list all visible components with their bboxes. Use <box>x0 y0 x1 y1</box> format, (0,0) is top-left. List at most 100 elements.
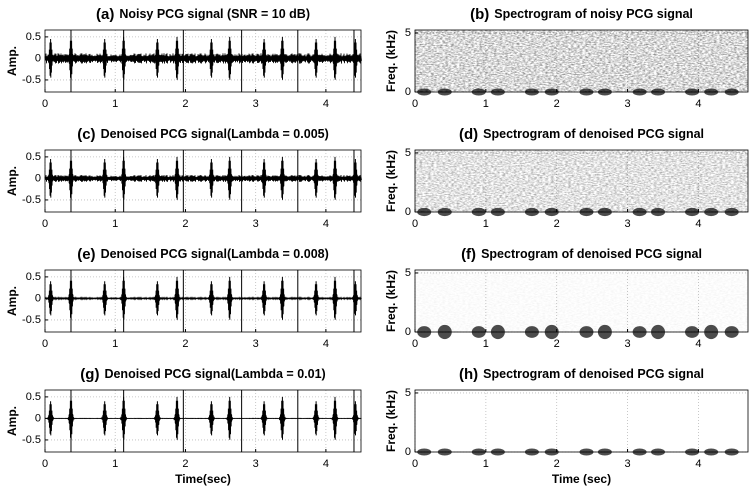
noise-band <box>44 296 362 301</box>
chart-title: (h) Spectrogram of denoised PCG signal <box>459 366 704 383</box>
x-tick-label: 0 <box>42 338 48 350</box>
heart-sound <box>153 38 161 78</box>
heart-sound <box>153 401 161 436</box>
axes-frame <box>414 149 749 213</box>
x-tick-label: 3 <box>624 218 630 230</box>
heart-sound <box>207 401 216 436</box>
heart-sound <box>207 38 216 78</box>
y-tick-label: 0 <box>35 52 41 64</box>
y-tick-label: 0 <box>405 86 411 98</box>
heart-sound <box>47 38 55 78</box>
x-tick-label: 4 <box>695 218 701 230</box>
heart-sound <box>226 156 234 200</box>
y-tick-label: 5 <box>405 147 411 159</box>
heart-sound <box>351 38 359 78</box>
y-axis-label: Freq. (kHz) <box>384 390 398 452</box>
x-tick-label: 1 <box>112 458 118 470</box>
x-tick-label: 3 <box>253 338 259 350</box>
x-tick-label: 3 <box>624 98 630 110</box>
title-text: Spectrogram of denoised PCG signal <box>481 247 702 261</box>
y-axis-label: Amp. <box>5 46 19 76</box>
y-tick-label: 0 <box>405 446 411 458</box>
y-tick-label: -0.5 <box>22 434 41 446</box>
noise-band <box>44 53 362 64</box>
x-tick-label: 3 <box>624 458 630 470</box>
x-tick-label: 4 <box>695 98 701 110</box>
title-text: Denoised PCG signal(Lambda = 0.01) <box>104 367 325 381</box>
y-tick-label: -0.5 <box>22 74 41 86</box>
x-tick-label: 2 <box>182 338 188 350</box>
chart-title: (e) Denoised PCG signal(Lambda = 0.008) <box>77 246 329 263</box>
heart-sound <box>278 36 286 80</box>
x-tick-label: 1 <box>483 98 489 110</box>
x-tick-label: 1 <box>483 338 489 350</box>
y-tick-label: 0.5 <box>26 31 41 43</box>
panel-label: (b) <box>470 6 489 23</box>
x-tick-label: 3 <box>624 338 630 350</box>
panel-label: (f) <box>461 246 476 263</box>
y-tick-label: 0 <box>405 206 411 218</box>
y-axis-label: Amp. <box>5 406 19 436</box>
heart-sound <box>260 401 268 436</box>
x-tick-label: 3 <box>253 218 259 230</box>
axes-frame <box>44 149 362 213</box>
plot-area <box>415 390 748 452</box>
chart-title: (b) Spectrogram of noisy PCG signal <box>470 6 693 23</box>
x-axis-label: Time(sec) <box>175 472 231 486</box>
x-tick-label: 0 <box>412 98 418 110</box>
plot-area <box>45 390 361 452</box>
plot-area <box>45 270 361 332</box>
x-tick-label: 3 <box>253 98 259 110</box>
title-text: Noisy PCG signal (SNR = 10 dB) <box>119 7 310 21</box>
heart-sound <box>331 36 339 80</box>
axes-frame <box>44 389 362 453</box>
axes-frame <box>44 269 362 333</box>
title-text: Spectrogram of denoised PCG signal <box>483 367 704 381</box>
heart-sound <box>153 158 161 198</box>
y-tick-label: -0.5 <box>22 194 41 206</box>
x-tick-label: 0 <box>412 218 418 230</box>
heart-sound <box>101 401 109 436</box>
panel-label: (a) <box>96 6 114 23</box>
x-tick-label: 4 <box>695 458 701 470</box>
heart-sound <box>351 158 359 198</box>
axes-frame <box>414 389 749 453</box>
heart-sound <box>47 401 55 436</box>
heart-sound <box>351 281 359 316</box>
heart-sound <box>312 158 320 198</box>
heart-sound <box>101 158 109 198</box>
panel-label: (d) <box>459 126 478 143</box>
axes-frame <box>44 29 362 93</box>
panel-label: (e) <box>77 246 95 263</box>
x-tick-label: 0 <box>412 458 418 470</box>
heart-sound <box>351 401 359 436</box>
title-text: Denoised PCG signal(Lambda = 0.005) <box>101 127 329 141</box>
x-tick-label: 0 <box>412 338 418 350</box>
heart-sound <box>312 401 320 436</box>
x-tick-label: 0 <box>42 458 48 470</box>
chart-title: (d) Spectrogram of denoised PCG signal <box>459 126 704 143</box>
x-tick-label: 4 <box>695 338 701 350</box>
noise-texture <box>415 150 748 212</box>
panel-label: (g) <box>80 366 99 383</box>
y-tick-label: 0 <box>35 172 41 184</box>
heart-sound <box>101 38 109 78</box>
heart-sound <box>173 396 181 440</box>
x-tick-label: 1 <box>483 458 489 470</box>
y-tick-label: -0.5 <box>22 314 41 326</box>
heart-sound <box>47 281 55 316</box>
y-axis-label: Freq. (kHz) <box>384 270 398 332</box>
x-tick-label: 2 <box>182 98 188 110</box>
y-tick-label: 5 <box>405 267 411 279</box>
y-axis-label: Amp. <box>5 286 19 316</box>
heart-sound <box>260 158 268 198</box>
chart-title: (c) Denoised PCG signal(Lambda = 0.005) <box>77 126 329 143</box>
x-tick-label: 1 <box>112 98 118 110</box>
noise-texture <box>415 270 748 332</box>
y-tick-label: 0.5 <box>26 271 41 283</box>
y-tick-label: 5 <box>405 387 411 399</box>
x-tick-label: 3 <box>253 458 259 470</box>
heart-sound <box>278 156 286 200</box>
x-tick-label: 2 <box>182 218 188 230</box>
x-tick-label: 1 <box>112 338 118 350</box>
